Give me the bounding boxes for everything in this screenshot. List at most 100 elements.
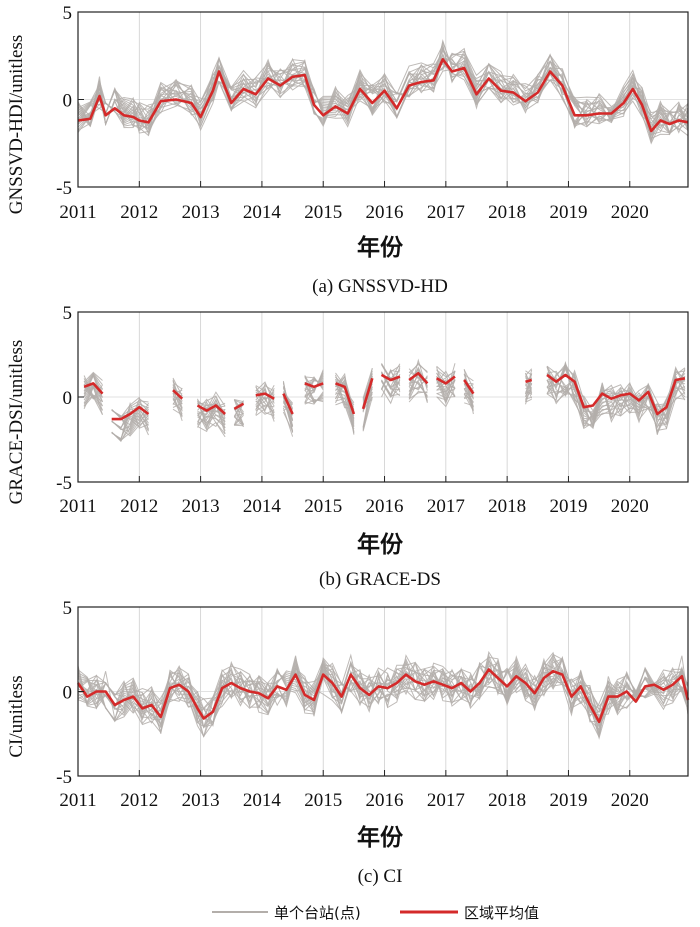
station-series-line (335, 400, 355, 430)
station-series-line (111, 402, 149, 429)
y-tick-label: 5 (63, 303, 73, 324)
y-tick-label: 0 (63, 683, 73, 704)
station-series-line (304, 379, 324, 403)
station-series-line (525, 383, 533, 399)
station-series-line (172, 398, 183, 418)
station-series-line (255, 386, 275, 401)
station-series-line (233, 412, 244, 426)
station-series-line (381, 365, 401, 391)
station-series-line (255, 385, 275, 407)
regional-mean-line (546, 373, 686, 416)
x-tick-label: 2017 (427, 496, 465, 517)
station-series-line (255, 405, 275, 415)
station-series-line (525, 398, 532, 403)
x-tick-label: 2016 (366, 790, 404, 811)
chart-panel-0: 5 0 -5 2011 2012 2013 2014 2015 2016 2017 2018 2019… (6, 3, 689, 297)
x-tick-label: 2014 (243, 202, 282, 223)
station-series-line (234, 422, 244, 426)
x-tick-label: 2013 (182, 202, 220, 223)
station-series-line (233, 400, 244, 417)
x-tick-label: 2011 (59, 496, 96, 517)
station-series-line (233, 416, 244, 427)
station-series-line (282, 411, 294, 432)
x-tick-label: 2012 (120, 202, 158, 223)
legend: 单个台站(点) 区域平均值 (212, 904, 539, 922)
station-series-line (255, 382, 275, 411)
x-tick-label: 2015 (304, 496, 342, 517)
x-tick-label: 2017 (427, 202, 465, 223)
x-tick-label: 2019 (549, 202, 587, 223)
panel-caption: (a) GNSSVD-HD (312, 276, 448, 297)
station-series-line (77, 52, 689, 132)
station-series-line (255, 385, 275, 396)
station-series-line (233, 407, 244, 425)
x-tick-label: 2015 (304, 790, 342, 811)
station-series-line (362, 396, 373, 432)
station-series-line (255, 404, 275, 412)
x-tick-label: 2018 (488, 790, 526, 811)
station-series-line (255, 394, 275, 417)
station-series-line (77, 50, 689, 130)
station-series-line (436, 363, 456, 398)
x-tick-label: 2011 (59, 202, 96, 223)
station-series-line (111, 408, 149, 440)
x-tick-label: 2012 (120, 496, 158, 517)
station-series-line (304, 391, 324, 405)
station-series-line (255, 395, 275, 408)
station-series-line (381, 372, 400, 391)
station-series-line (255, 385, 275, 419)
station-series-line (77, 47, 689, 134)
regional-mean-line (361, 377, 374, 410)
station-series-line (172, 382, 183, 390)
station-series-line (197, 398, 226, 430)
station-series-line (172, 389, 183, 395)
regional-mean-line (172, 389, 184, 400)
station-series-line (83, 394, 103, 405)
station-series-line (436, 366, 456, 404)
x-tick-label: 2013 (182, 496, 220, 517)
x-tick-label: 2018 (488, 496, 526, 517)
regional-mean-line (111, 405, 150, 421)
panel-caption: (c) CI (358, 866, 403, 887)
station-series-line (197, 402, 226, 424)
x-tick-label: 2011 (59, 790, 96, 811)
station-series-line (525, 373, 533, 386)
panel-caption: (b) GRACE-DS (319, 569, 441, 590)
y-tick-label: -5 (56, 473, 72, 494)
x-tick-label: 2016 (366, 496, 404, 517)
station-series-line (381, 381, 401, 399)
x-axis-label: 年份 (357, 234, 404, 261)
station-series-line (77, 654, 689, 734)
y-tick-label: 0 (63, 388, 73, 409)
x-tick-label: 2012 (120, 790, 158, 811)
x-tick-label: 2014 (243, 496, 282, 517)
station-series-line (408, 363, 428, 374)
x-axis-label: 年份 (357, 824, 404, 851)
regional-mean-line (335, 382, 356, 415)
y-tick-label: -5 (56, 178, 72, 199)
station-series-line (172, 377, 183, 397)
station-series-line (255, 388, 275, 413)
y-tick-label: 0 (63, 91, 73, 112)
station-series-line (172, 402, 183, 411)
x-tick-label: 2020 (611, 202, 649, 223)
regional-mean-line (525, 378, 533, 383)
station-series-line (525, 375, 533, 395)
station-series-line (233, 416, 244, 425)
station-series-line (111, 409, 149, 428)
station-series-line (172, 402, 183, 408)
station-series-line (304, 369, 324, 396)
station-series-line (525, 370, 532, 376)
legend-station-label: 单个台站(点) (274, 904, 361, 922)
station-series-line (436, 370, 456, 391)
station-series-line (546, 366, 686, 429)
regional-mean-line (233, 402, 245, 411)
regional-mean-line (435, 375, 456, 385)
station-series-line (463, 388, 474, 411)
station-series-line (464, 395, 474, 400)
regional-mean-line (380, 373, 401, 382)
y-tick-label: -5 (56, 767, 72, 788)
regional-mean-line (408, 371, 429, 385)
